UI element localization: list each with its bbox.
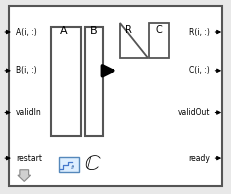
Text: C(i, :): C(i, :) <box>189 66 210 75</box>
Text: C: C <box>155 25 162 35</box>
Text: B: B <box>90 26 97 36</box>
Text: fi: fi <box>71 165 75 170</box>
Text: A: A <box>60 26 68 36</box>
Bar <box>51 27 81 136</box>
Bar <box>85 27 103 136</box>
Text: B(i, :): B(i, :) <box>16 66 37 75</box>
Text: validOut: validOut <box>178 108 210 117</box>
FancyArrow shape <box>18 170 30 181</box>
Text: validIn: validIn <box>16 108 42 117</box>
Text: restart: restart <box>16 154 42 163</box>
Text: ready: ready <box>188 154 210 163</box>
Bar <box>59 157 79 172</box>
Text: A(i, :): A(i, :) <box>16 28 37 36</box>
Text: R: R <box>125 25 132 35</box>
Bar <box>149 23 169 58</box>
Text: R(i, :): R(i, :) <box>189 28 210 36</box>
Text: $\mathbb{C}$: $\mathbb{C}$ <box>84 154 101 174</box>
Polygon shape <box>120 23 148 58</box>
